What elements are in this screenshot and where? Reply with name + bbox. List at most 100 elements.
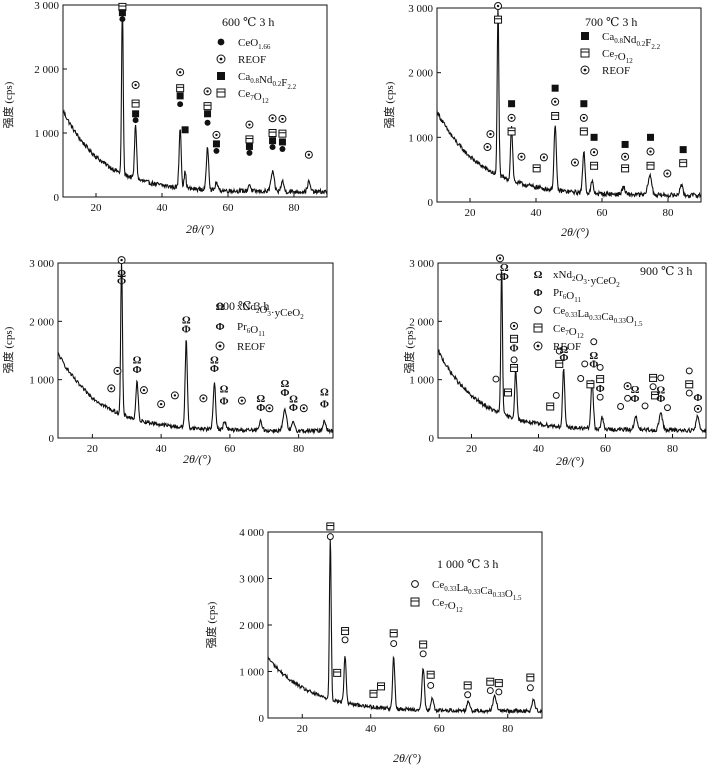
peak-marker-dot — [246, 149, 253, 156]
x-axis-label: 2θ/(°) — [393, 751, 421, 765]
peak-marker-odot — [113, 366, 122, 375]
legend-label: REOF — [553, 341, 581, 353]
panel-title: 900 ℃ 3 h — [640, 264, 692, 278]
peak-marker-phi: Φ — [182, 323, 191, 335]
legend-marker-osquare — [410, 597, 420, 607]
peak-marker-square — [590, 133, 598, 141]
peak-marker-square — [551, 84, 559, 92]
legend-label: Ce7O12 — [432, 597, 463, 614]
peak-marker-odot — [268, 114, 277, 123]
peak-marker-omega: Ω — [289, 393, 298, 405]
x-tick-label: 80 — [663, 207, 675, 219]
peak-marker-square — [245, 142, 253, 150]
legend-label: CeO1.66 — [238, 37, 271, 51]
legend-label: Ce7O12 — [602, 48, 633, 65]
y-tick-label: 3 000 — [34, 0, 59, 12]
legend-marker-odot — [533, 341, 543, 351]
peak-marker-osquare — [510, 364, 519, 372]
peak-marker-omega: Ω — [280, 378, 289, 390]
peak-marker-circle — [685, 389, 693, 397]
peak-marker-circle — [390, 640, 398, 648]
legend-label: Pr6O11 — [553, 287, 581, 304]
peak-marker-osquare — [555, 359, 564, 368]
y-tick-label: 2 000 — [408, 68, 433, 80]
legend-label: Ce0.33La0.33Ca0.33O1.5 — [553, 305, 643, 328]
peak-marker-odot — [693, 404, 702, 413]
peak-marker-odot — [510, 322, 519, 330]
y-tick-label: 1 000 — [409, 375, 434, 387]
peak-marker-osquare — [685, 380, 694, 389]
peak-marker-osquare — [494, 679, 503, 688]
peak-marker-phi: Φ — [630, 393, 639, 405]
peak-marker-osquare — [590, 161, 599, 170]
legend-marker-square — [217, 72, 225, 80]
peak-marker-osquare — [596, 375, 605, 384]
peak-marker-phi: Φ — [219, 396, 228, 408]
peak-marker-square — [679, 146, 687, 154]
x-tick-label: 40 — [156, 443, 168, 455]
peak-marker-osquare — [546, 402, 555, 411]
y-tick-label: 3 000 — [29, 258, 54, 270]
peak-marker-odot — [176, 68, 185, 77]
peak-marker-omega: Ω — [133, 354, 142, 366]
peak-marker-omega: Ω — [117, 268, 126, 280]
x-tick-label: 20 — [91, 202, 103, 214]
peak-marker-circle — [685, 367, 693, 375]
y-axis-label: 强度 (cps) — [1, 81, 15, 128]
peak-marker-odot — [621, 152, 630, 161]
xrd-panel-p700: 0 1 000 2 000 3 000 20 40 60 80 2θ/(°) 强度 (cps) 70… — [382, 2, 702, 239]
plot-frame — [62, 4, 328, 198]
peak-marker-odot — [304, 150, 313, 159]
peak-marker-square — [269, 137, 277, 145]
peak-marker-circle — [526, 684, 534, 692]
legend-marker-osquare — [216, 88, 226, 98]
x-tick-label: 60 — [600, 443, 612, 455]
legend-label: REOF — [238, 54, 266, 66]
xrd-pattern-line — [267, 538, 543, 715]
peak-marker-odot — [539, 153, 548, 162]
panel-title: 1 000 ℃ 3 h — [437, 557, 498, 571]
peak-marker-square — [647, 133, 655, 141]
x-tick-label: 40 — [157, 202, 169, 214]
peak-marker-odot — [494, 2, 503, 11]
peak-marker-osquare — [651, 391, 660, 400]
y-tick-label: 1 000 — [34, 128, 59, 140]
peak-marker-osquare — [510, 334, 519, 343]
legend-marker-dot — [217, 38, 225, 46]
peak-marker-osquare — [268, 129, 277, 137]
legend-marker-circle — [411, 580, 419, 588]
xrd-pattern-line — [57, 262, 334, 435]
peak-marker-square — [278, 138, 286, 146]
legend-label: Pr6O11 — [237, 321, 265, 338]
peak-marker-omega: Ω — [560, 344, 569, 356]
peak-marker-dot — [177, 101, 184, 108]
peak-marker-square — [181, 126, 189, 134]
legend-marker-odot — [580, 65, 590, 75]
y-tick-label: 0 — [428, 197, 434, 209]
y-axis-label: 强度 (cps) — [382, 81, 396, 128]
peak-marker-circle — [495, 273, 503, 281]
peak-marker-odot — [212, 130, 221, 139]
y-tick-label: 0 — [49, 433, 55, 445]
legend-label: Ce7O12 — [553, 323, 584, 340]
peak-marker-osquare — [377, 682, 386, 691]
peak-marker-odot — [131, 81, 140, 89]
peak-marker-omega: Ω — [500, 262, 509, 274]
legend-label: xNd2O3·yCeO2 — [237, 301, 304, 321]
x-tick-label: 40 — [531, 207, 543, 219]
peak-marker-osquare — [532, 164, 541, 173]
peak-marker-phi: Φ — [596, 383, 605, 395]
peak-marker-circle — [427, 681, 435, 689]
peak-marker-odot — [590, 148, 599, 157]
peak-marker-square — [204, 110, 212, 118]
peak-marker-osquare — [333, 668, 342, 677]
peak-marker-square — [132, 110, 140, 118]
peak-marker-circle — [596, 363, 604, 371]
xrd-pattern-line — [437, 269, 707, 434]
peak-marker-circle — [492, 375, 500, 383]
peak-marker-odot — [551, 97, 560, 106]
y-tick-label: 0 — [429, 433, 435, 445]
legend-marker-odot — [216, 54, 226, 64]
